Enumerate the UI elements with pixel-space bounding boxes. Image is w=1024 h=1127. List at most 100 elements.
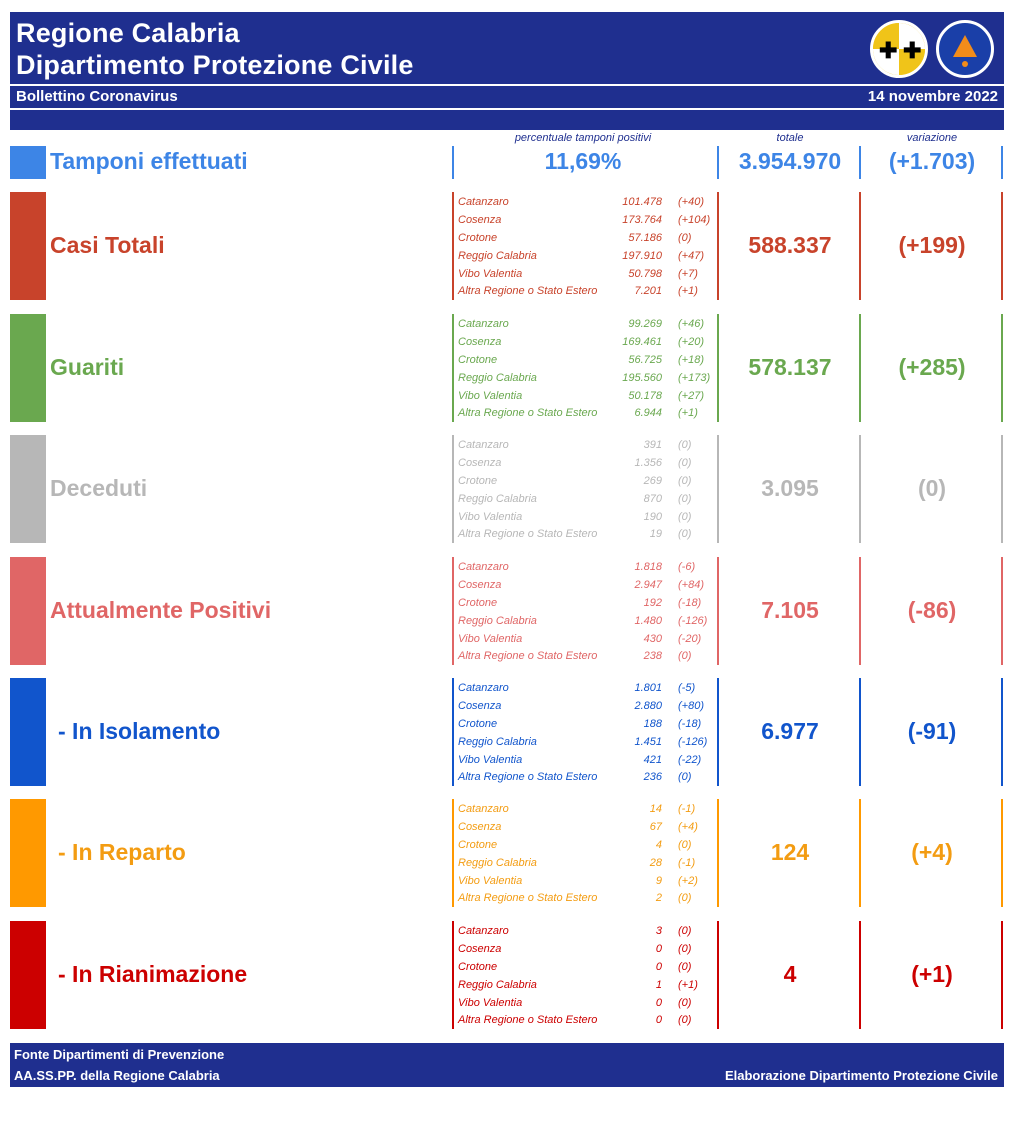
section-color-bar (10, 678, 46, 786)
province-name: Altra Regione o Stato Estero (458, 771, 598, 784)
province-name: Altra Regione o Stato Estero (458, 650, 598, 663)
province-delta: (-5) (678, 682, 696, 694)
province-delta: (-22) (678, 753, 702, 766)
province-name: Cosenza (458, 213, 502, 226)
province-name: Crotone (458, 960, 498, 973)
province-value: 1.451 (634, 735, 662, 748)
section-color-bar (10, 557, 46, 665)
province-name: Catanzaro (458, 682, 509, 694)
province-value: 188 (643, 717, 662, 730)
section-color-bar (10, 192, 46, 300)
province-value: 0 (655, 942, 662, 955)
section-divider (452, 435, 454, 543)
province-delta: (+84) (678, 578, 704, 591)
province-value: 197.910 (622, 249, 662, 262)
province-delta: (0) (678, 838, 692, 851)
section-label: - In Isolamento (58, 718, 221, 744)
province-row: Reggio Calabria 1 (+1) (458, 977, 708, 995)
section-divider (1001, 435, 1003, 543)
province-breakdown-list: Catanzaro 1.818 (-6) Cosenza 2.947 (+84) Croto… (458, 559, 708, 666)
province-row: Catanzaro 101.478 (+40) (458, 194, 708, 212)
province-value: 1.801 (634, 682, 662, 694)
section-divider (452, 192, 454, 300)
section-in-rianimazione: - In Rianimazione Catanzaro 3 (0) Cosenza 0 (0… (0, 921, 1024, 1029)
province-name: Vibo Valentia (458, 267, 523, 280)
province-value: 19 (649, 528, 662, 541)
province-breakdown-list: Catanzaro 1.801 (-5) Cosenza 2.880 (+80) Croto… (458, 680, 708, 787)
header-title-department: Dipartimento Protezione Civile (16, 50, 414, 80)
province-name: Reggio Calabria (458, 249, 537, 262)
province-delta: (-1) (678, 856, 696, 869)
section-in-reparto: - In Reparto Catanzaro 14 (-1) Cosenza 67 (+4)… (0, 799, 1024, 907)
province-row: Altra Regione o Stato Estero 6.944 (+1) (458, 405, 708, 423)
province-value: 1.480 (634, 614, 662, 627)
section-divider (452, 799, 454, 907)
province-delta: (+80) (678, 699, 704, 712)
province-name: Crotone (458, 353, 498, 366)
province-row: Crotone 188 (-18) (458, 716, 708, 734)
section-divider (1001, 557, 1003, 665)
tamponi-percentage: 11,69% (544, 148, 622, 174)
province-row: Vibo Valentia 9 (+2) (458, 873, 708, 891)
province-row: Cosenza 2.947 (+84) (458, 577, 708, 595)
province-row: Altra Regione o Stato Estero 19 (0) (458, 526, 708, 544)
province-row: Altra Regione o Stato Estero 238 (0) (458, 648, 708, 666)
province-value: 67 (649, 820, 662, 833)
province-row: Catanzaro 391 (0) (458, 437, 708, 455)
province-name: Cosenza (458, 456, 502, 469)
section-divider (717, 921, 719, 1029)
province-row: Catanzaro 99.269 (+46) (458, 316, 708, 334)
province-delta: (-18) (678, 717, 702, 730)
bulletin-title: Bollettino Coronavirus (16, 88, 178, 105)
province-value: 195.560 (622, 371, 662, 384)
province-delta: (0) (678, 925, 692, 937)
column-header-total: totale (776, 132, 804, 144)
province-value: 173.764 (622, 213, 662, 226)
province-value: 192 (643, 596, 662, 609)
tamponi-total: 3.954.970 (738, 148, 842, 174)
province-name: Altra Regione o Stato Estero (458, 285, 598, 298)
province-breakdown-list: Catanzaro 99.269 (+46) Cosenza 169.461 (+20) C… (458, 316, 710, 423)
province-delta: (0) (678, 439, 692, 451)
section-divider (717, 192, 719, 300)
province-delta: (-18) (678, 596, 702, 609)
province-row: Altra Regione o Stato Estero 2 (0) (458, 890, 708, 908)
province-value: 50.798 (628, 267, 662, 280)
province-value: 236 (643, 771, 662, 784)
section-divider (859, 314, 861, 422)
province-delta: (+7) (678, 267, 698, 280)
province-delta: (+4) (678, 820, 698, 833)
province-value: 391 (643, 439, 662, 451)
section-divider (1001, 192, 1003, 300)
section-label: - In Reparto (58, 839, 186, 865)
section-divider (452, 921, 454, 1029)
province-delta: (0) (678, 942, 692, 955)
province-row: Vibo Valentia 190 (0) (458, 509, 708, 527)
section-divider (1001, 921, 1003, 1029)
section-divider (452, 557, 454, 665)
section-total: 3.095 (761, 475, 819, 501)
province-row: Cosenza 0 (0) (458, 941, 708, 959)
province-row: Vibo Valentia 50.178 (+27) (458, 388, 708, 406)
section-divider (717, 678, 719, 786)
section-color-bar (10, 435, 46, 543)
province-value: 9 (655, 874, 662, 887)
province-row: Crotone 4 (0) (458, 837, 708, 855)
section-label: Deceduti (50, 475, 148, 501)
province-name: Catanzaro (458, 439, 509, 451)
section-total: 124 (770, 839, 810, 865)
section-total: 7.105 (761, 597, 819, 623)
province-name: Vibo Valentia (458, 389, 523, 402)
protezione-civile-emblem-icon (936, 20, 994, 78)
column-header-percentage: percentuale tamponi positivi (514, 132, 652, 144)
province-name: Vibo Valentia (458, 510, 523, 523)
province-name: Cosenza (458, 578, 502, 591)
section-divider (717, 435, 719, 543)
header-banner: Regione Calabria Dipartimento Protezione… (10, 12, 1004, 84)
province-delta: (+104) (678, 213, 711, 226)
province-name: Vibo Valentia (458, 753, 523, 766)
province-name: Catanzaro (458, 803, 509, 815)
province-value: 0 (655, 1014, 662, 1027)
province-name: Crotone (458, 717, 498, 730)
province-row: Crotone 0 (0) (458, 959, 708, 977)
